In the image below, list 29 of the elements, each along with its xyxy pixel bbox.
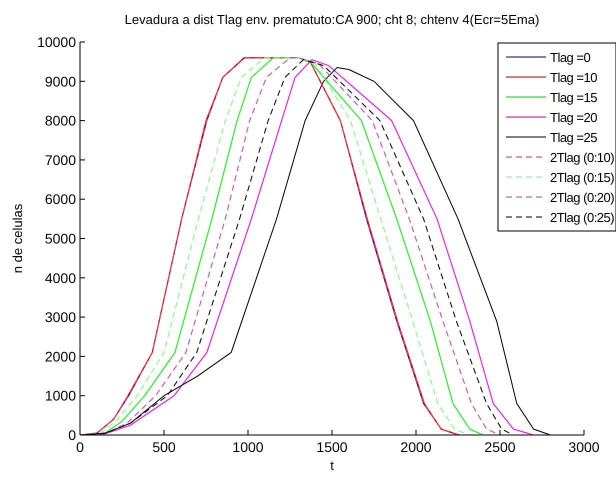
y-tick-label: 9000 — [44, 73, 76, 90]
legend-label: 2Tlag (0:15) — [550, 170, 614, 185]
legend-label: 2Tlag (0:10) — [550, 150, 614, 165]
legend-label: Tlag =25 — [550, 130, 598, 145]
x-tick-label: 1000 — [232, 439, 264, 455]
y-tick-label: 7000 — [44, 152, 76, 168]
x-tick-label: 2000 — [400, 439, 432, 455]
legend-label: 2Tlag (0:25) — [550, 210, 614, 225]
y-tick-label: 6000 — [44, 191, 76, 208]
y-tick-label: 3000 — [44, 309, 76, 326]
x-tick-label: 1500 — [316, 439, 348, 455]
y-tick-label: 0 — [68, 427, 76, 443]
y-tick-label: 10000 — [37, 34, 76, 50]
y-tick-label: 5000 — [44, 230, 76, 246]
legend-label: Tlag =15 — [550, 90, 598, 105]
y-axis-title: n de celulas — [10, 203, 25, 274]
y-tick-label: 2000 — [44, 348, 76, 364]
legend-label: Tlag =10 — [550, 70, 598, 85]
y-tick-label: 4000 — [44, 270, 76, 286]
legend-label: 2Tlag (0:20) — [550, 190, 614, 205]
legend-label: Tlag =0 — [550, 50, 590, 65]
x-tick-label: 3000 — [568, 439, 600, 455]
legend-label: Tlag =20 — [550, 110, 598, 125]
x-axis-title: t — [330, 458, 334, 473]
chart-title: Levadura a dist Tlag env. prematuto:CA 900; cht 8; chtenv 4(Ecr=5Ema) — [124, 12, 540, 27]
y-tick-label: 8000 — [44, 112, 76, 129]
y-tick-label: 1000 — [44, 388, 76, 404]
x-tick-label: 2500 — [484, 439, 516, 455]
x-tick-label: 500 — [152, 439, 176, 455]
